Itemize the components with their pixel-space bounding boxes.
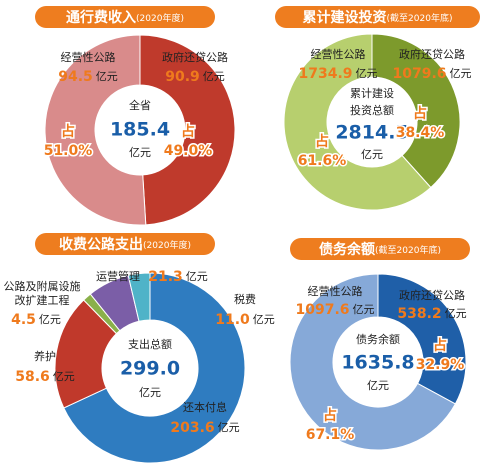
value-unit: 亿元 — [218, 421, 240, 434]
value-unit: 亿元 — [450, 67, 472, 80]
value-unit: 亿元 — [203, 70, 225, 83]
value-label: 90.9 亿元 — [165, 69, 225, 85]
donut-segment — [371, 33, 461, 189]
value-unit: 亿元 — [356, 67, 378, 80]
donut-segment — [289, 273, 457, 451]
category-label: 经营性公路 — [61, 50, 116, 64]
value-number: 4.5 — [11, 312, 36, 328]
share-prefix: 占 — [433, 337, 447, 354]
value-unit: 亿元 — [186, 270, 208, 283]
chart-title: 债务余额(截至2020年底) — [319, 241, 441, 258]
center-unit: 亿元 — [367, 379, 389, 392]
value-number: 90.9 — [165, 69, 200, 85]
value-number: 94.5 — [58, 69, 93, 85]
value-label: 1097.6 亿元 — [295, 302, 374, 318]
donut-segment — [44, 34, 147, 226]
center-total: 299.0 — [120, 358, 180, 380]
center-label: 累计建设 — [350, 86, 394, 100]
center-label: 支出总额 — [128, 337, 172, 351]
donut-segment — [127, 272, 151, 322]
value-label: 21.3 亿元 — [148, 269, 208, 285]
value-label: 4.5 亿元 — [11, 312, 61, 328]
center-unit: 亿元 — [129, 146, 151, 159]
share-prefix: 占 — [315, 133, 329, 150]
value-unit: 亿元 — [39, 313, 61, 326]
share-prefix: 占 — [413, 105, 427, 122]
chart-title: 通行费收入(2020年度) — [66, 9, 184, 26]
title-pill — [275, 6, 480, 28]
share-label: 61.6% — [298, 153, 347, 169]
value-label: 1734.9 亿元 — [298, 66, 377, 82]
value-unit: 亿元 — [445, 307, 467, 320]
category-label: 还本付息 — [183, 400, 227, 414]
value-number: 1734.9 — [298, 66, 352, 82]
donut-segment — [63, 272, 246, 464]
chart-title: 累计建设投资(截至2020年底) — [303, 9, 453, 26]
title-pill — [290, 238, 470, 260]
value-label: 94.5 亿元 — [58, 69, 118, 85]
share-prefix: 占 — [61, 123, 75, 140]
value-label: 538.2 亿元 — [397, 306, 466, 322]
title-pill — [35, 233, 215, 255]
subtitle: (截至2020年底) — [387, 12, 453, 24]
chart-title: 收费公路支出(2020年度) — [59, 236, 191, 253]
subtitle: (截至2020年底) — [375, 244, 441, 256]
title-pill — [35, 6, 215, 28]
value-unit: 亿元 — [353, 303, 375, 316]
share-label: 67.1% — [306, 427, 355, 443]
share-prefix: 占 — [181, 123, 195, 140]
value-label: 11.0 亿元 — [215, 312, 275, 328]
center-total: 1635.8 — [341, 352, 414, 374]
subtitle: (2020年度) — [136, 12, 184, 24]
donut-segment — [283, 33, 432, 211]
category-label: 运营管理 — [96, 269, 140, 283]
share-label: 38.4% — [396, 125, 445, 141]
value-number: 1079.6 — [392, 66, 446, 82]
center-unit: 亿元 — [139, 386, 161, 399]
value-number: 21.3 — [148, 269, 183, 285]
category-label: 经营性公路 — [311, 47, 366, 61]
value-number: 538.2 — [397, 306, 441, 322]
center-total: 2814.5 — [335, 122, 408, 144]
center-unit: 亿元 — [361, 148, 383, 161]
center-label: 债务余额 — [356, 332, 400, 346]
share-label: 49.0% — [164, 143, 213, 159]
value-number: 203.6 — [170, 420, 214, 436]
share-prefix: 占 — [323, 407, 337, 424]
category-label: 税费 — [234, 292, 256, 306]
value-number: 1097.6 — [295, 302, 349, 318]
value-label: 1079.6 亿元 — [392, 66, 471, 82]
category-label: 公路及附属设施改扩建工程 — [3, 280, 81, 307]
title-text: 收费公路支出 — [59, 236, 143, 253]
share-label: 32.9% — [416, 357, 465, 373]
value-number: 58.6 — [15, 369, 50, 385]
value-label: 58.6 亿元 — [15, 369, 75, 385]
value-label: 203.6 亿元 — [170, 420, 239, 436]
title-text: 累计建设投资 — [303, 9, 387, 26]
center-label: 投资总额 — [350, 103, 394, 117]
category-label-box: 公路及附属设施改扩建工程 — [3, 280, 81, 307]
value-number: 11.0 — [215, 312, 250, 328]
share-label: 51.0% — [44, 143, 93, 159]
value-unit: 亿元 — [96, 70, 118, 83]
donut-segment — [139, 34, 236, 226]
center-total: 185.4 — [110, 119, 170, 141]
donut-segment — [377, 273, 467, 405]
center-label: 全省 — [129, 98, 151, 112]
title-text: 通行费收入 — [66, 9, 136, 26]
category-label: 政府还贷公路 — [399, 47, 465, 61]
value-unit: 亿元 — [253, 313, 275, 326]
category-label: 政府还贷公路 — [399, 288, 465, 302]
title-text: 债务余额 — [319, 241, 375, 258]
category-label: 政府还贷公路 — [162, 50, 228, 64]
subtitle: (2020年度) — [143, 239, 191, 251]
category-label: 经营性公路 — [308, 284, 363, 298]
value-unit: 亿元 — [53, 370, 75, 383]
category-label: 养护 — [34, 349, 56, 363]
